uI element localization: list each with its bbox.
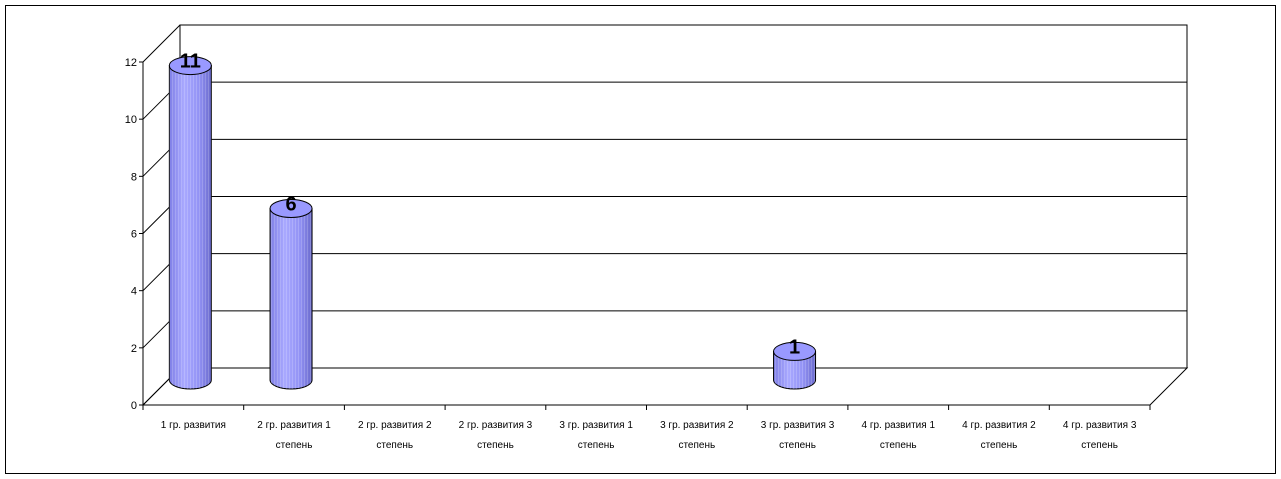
x-tick-label: 2 гр. развития 1 степень bbox=[257, 420, 331, 451]
y-tick-label: 10 bbox=[125, 114, 137, 126]
x-tick-label: 3 гр. развития 2 степень bbox=[660, 420, 734, 451]
floor bbox=[141, 367, 1189, 406]
bar-top bbox=[269, 199, 313, 218]
bar bbox=[269, 199, 313, 390]
x-tick-label: 2 гр. развития 3 степень bbox=[459, 420, 533, 451]
data-label: 1 bbox=[789, 336, 800, 358]
x-tick-label: 2 гр. развития 2 степень bbox=[358, 420, 432, 451]
data-label: 6 bbox=[285, 194, 296, 216]
x-tick-label: 3 гр. развития 1 степень bbox=[559, 420, 633, 451]
x-tick-label: 4 гр. развития 1 степень bbox=[861, 420, 935, 451]
x-tick-label: 3 гр. развития 3 степень bbox=[761, 420, 835, 451]
side-gridline bbox=[142, 24, 181, 63]
bar-top bbox=[168, 56, 212, 76]
data-label: 11 bbox=[180, 51, 201, 73]
bar-shading bbox=[270, 208, 313, 389]
bar bbox=[773, 341, 817, 390]
x-tick-label: 1 гр. развития bbox=[161, 420, 226, 431]
y-tick-label: 4 bbox=[131, 286, 137, 298]
x-tick-label: 4 гр. развития 3 степень bbox=[1063, 420, 1137, 451]
y-tick-label: 8 bbox=[131, 171, 137, 183]
y-tick-label: 12 bbox=[125, 57, 137, 69]
bar bbox=[168, 56, 212, 390]
y-tick-label: 6 bbox=[131, 229, 137, 241]
y-tick-label: 0 bbox=[131, 400, 137, 412]
bar-shading bbox=[773, 351, 816, 389]
x-tick-label: 4 гр. развития 2 степень bbox=[962, 420, 1036, 451]
bar-shading bbox=[169, 65, 212, 389]
bar-top bbox=[773, 341, 817, 361]
y-tick-label: 2 bbox=[131, 343, 137, 355]
